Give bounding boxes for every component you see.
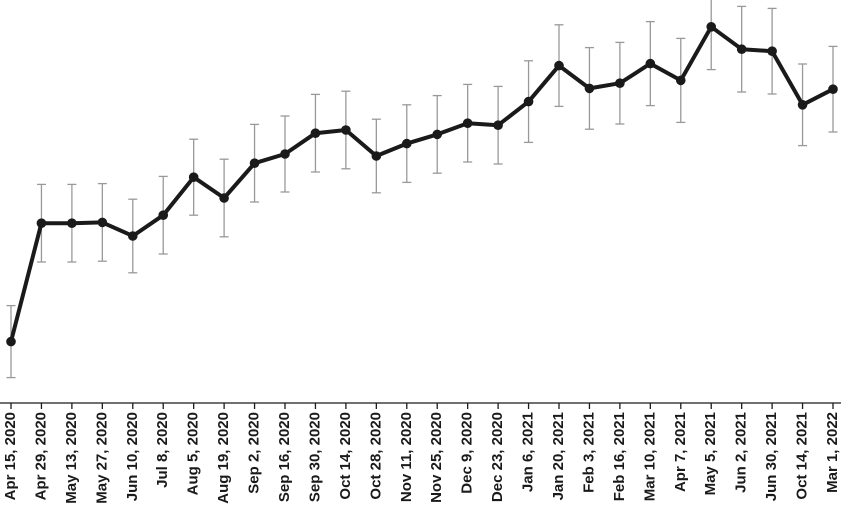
x-tick-label: Apr 29, 2020 (32, 412, 49, 500)
data-point (462, 118, 473, 128)
error-bars (6, 0, 838, 379)
data-point (67, 218, 77, 228)
x-tick-label: Jan 20, 2021 (550, 412, 567, 500)
data-point (523, 96, 534, 107)
x-tick-label: Jan 6, 2021 (520, 412, 537, 492)
data-point (341, 125, 351, 135)
x-tick-label: Oct 14, 2021 (794, 412, 811, 500)
x-tick-label: Jun 30, 2021 (763, 412, 780, 501)
data-point (36, 218, 47, 228)
data-point (645, 58, 656, 69)
x-tick-label: Apr 15, 2020 (2, 412, 19, 500)
x-tick-label: May 27, 2020 (93, 412, 110, 504)
x-tick-label: Dec 9, 2020 (459, 412, 476, 494)
data-point (310, 128, 321, 138)
data-point (828, 84, 838, 94)
data-point (493, 120, 503, 130)
data-point (6, 336, 16, 347)
x-tick-label: Sep 30, 2020 (306, 412, 323, 502)
x-tick-label: Oct 14, 2020 (337, 412, 354, 500)
data-point (219, 193, 229, 203)
data-point (188, 172, 199, 182)
x-tick-label: Nov 11, 2020 (398, 412, 415, 502)
data-point (371, 151, 382, 161)
data-points (6, 22, 838, 347)
x-tick-label: May 5, 2021 (702, 412, 719, 495)
x-tick-label: Mar 1, 2022 (824, 412, 841, 493)
data-point (675, 75, 686, 86)
x-tick-label: Apr 7, 2021 (672, 412, 689, 492)
series-line (9, 24, 835, 344)
x-tick-label: Aug 19, 2020 (215, 412, 232, 504)
data-point (158, 210, 169, 220)
x-tick-label: Dec 23, 2020 (489, 412, 506, 502)
data-point (615, 78, 625, 88)
data-point (767, 46, 777, 56)
x-tick-label: May 13, 2020 (63, 412, 80, 504)
data-point (127, 231, 138, 241)
x-tick-label: Sep 16, 2020 (276, 412, 293, 502)
data-point (432, 129, 443, 140)
data-point (736, 44, 747, 54)
data-point (249, 158, 260, 168)
data-point (401, 138, 412, 149)
x-tick-labels: Apr 15, 2020 Apr 29, 2020 May 13, 2020 May … (2, 412, 841, 504)
data-point (584, 83, 595, 94)
data-point (554, 60, 564, 71)
x-tick-label: Jul 8, 2020 (154, 412, 171, 488)
x-tick-label: Jun 2, 2021 (733, 412, 750, 493)
x-tick-label: Nov 25, 2020 (428, 412, 445, 503)
data-point (280, 149, 290, 159)
x-tick-label: Jun 10, 2020 (124, 412, 141, 501)
x-tick-label: Sep 2, 2020 (246, 412, 263, 494)
data-point (706, 22, 717, 32)
x-tick-label: Mar 10, 2021 (641, 412, 658, 501)
x-tick-label: Oct 28, 2020 (367, 412, 384, 500)
x-tick-label: Feb 3, 2021 (580, 412, 597, 493)
data-point (97, 217, 108, 228)
x-tick-label: Aug 5, 2020 (185, 412, 202, 495)
x-tick-label: Feb 16, 2021 (611, 412, 628, 501)
data-point (797, 100, 808, 110)
x-ticks (10, 403, 834, 409)
